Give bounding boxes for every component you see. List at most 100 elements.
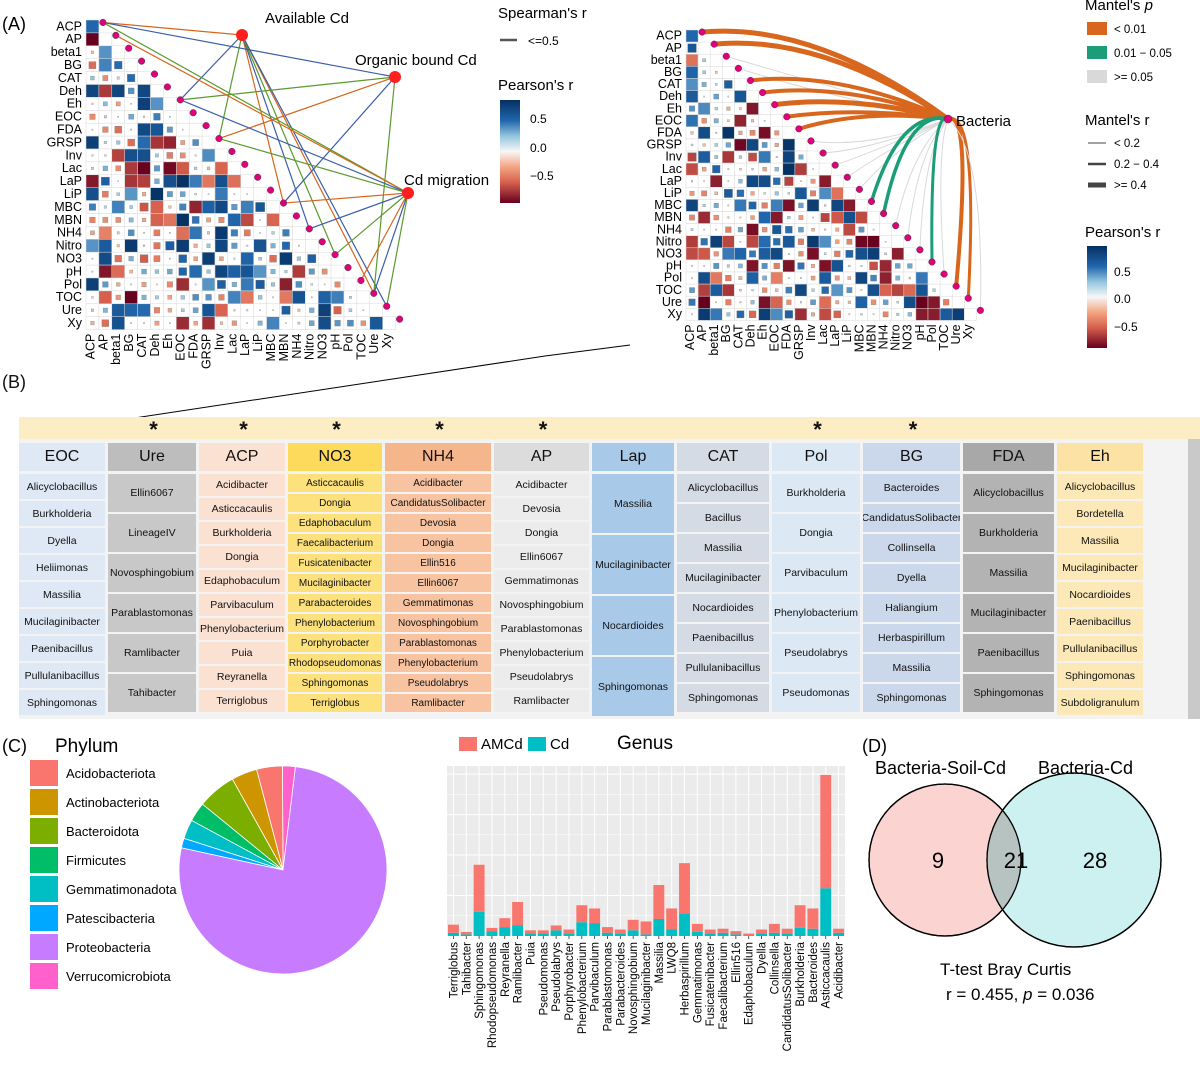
col-label: BG <box>719 324 733 342</box>
var-node <box>952 282 960 290</box>
genus-item: Pullulanibacillus <box>677 654 769 682</box>
row-label: beta1 <box>651 53 682 67</box>
pearson-legend-right: Pearson's r 0.5 0.0 −0.5 <box>1085 224 1160 348</box>
legend-amcd: AMCd <box>481 736 523 753</box>
bar-amcd <box>473 864 485 912</box>
var-node <box>880 210 888 218</box>
bar-amcd <box>794 905 806 928</box>
bar-cd <box>524 933 536 936</box>
node-bacteria: Bacteria <box>956 113 1012 130</box>
var-node <box>831 161 839 169</box>
var-node <box>928 258 936 266</box>
row-label: BG <box>664 65 682 79</box>
mantel-edge <box>180 99 409 194</box>
right-mantel-edges <box>701 28 982 311</box>
mantel-curve <box>713 40 950 122</box>
genus-item: Parablastomonas <box>385 634 491 652</box>
panel-b-right-strip <box>1188 439 1200 719</box>
bar-amcd <box>743 933 755 936</box>
bar-cd <box>781 933 793 936</box>
svg-text:<=0.5: <=0.5 <box>528 34 559 48</box>
bar-tick-label: Acidibacter <box>834 942 846 999</box>
bar-cd <box>679 913 690 936</box>
genus-item: Pullulanibacillus <box>19 663 105 688</box>
col-label: EOC <box>768 324 782 351</box>
column-header: Lap <box>592 443 674 471</box>
genus-item: Mucilaginibacter <box>288 574 382 592</box>
row-label: NH4 <box>57 226 82 240</box>
row-label: Inv <box>665 150 682 164</box>
bar-amcd <box>679 863 690 914</box>
genus-item: Dyella <box>863 564 960 592</box>
legend-label: Actinobacteriota <box>66 795 160 810</box>
mantel-edge <box>102 21 409 194</box>
bar-tick-label: Rhodopseudomonas <box>487 942 499 1048</box>
bar-amcd <box>704 929 716 934</box>
var-node <box>964 294 972 302</box>
genus-item: Edaphobaculum <box>288 514 382 532</box>
bar-cd <box>447 932 459 936</box>
bar-tick-label: Novosphingobium <box>628 942 640 1034</box>
genus-item: Alicyclobacillus <box>19 474 105 499</box>
bar-cd <box>743 935 755 936</box>
svg-text:0.5: 0.5 <box>1114 265 1131 279</box>
var-node <box>916 246 924 254</box>
bar-cd <box>730 934 742 936</box>
mantel-edge <box>283 192 409 204</box>
bar-tick-label: Porphyrobacter <box>564 942 576 1021</box>
test-label: T-test Bray Curtis <box>940 960 1071 979</box>
var-node <box>698 28 706 36</box>
genus-column-bg: BG Bacteroides CandidatusSolibacter Collins… <box>863 443 960 714</box>
col-label: beta1 <box>707 324 721 355</box>
genus-column-eh: Eh Alicyclobacillus Bordetella Massilia Muci… <box>1057 443 1143 717</box>
genus-item: Ramlibacter <box>108 634 196 672</box>
genus-item: Alicyclobacillus <box>963 474 1054 512</box>
mantel-edge <box>241 34 285 204</box>
genus-item: Ellin6067 <box>494 546 589 568</box>
col-label: MBC <box>852 324 866 352</box>
row-label: pH <box>66 264 82 278</box>
var-node <box>344 264 352 272</box>
bar-cd <box>537 933 549 936</box>
genus-item: Sphingomonas <box>288 674 382 692</box>
genus-item: Bacteroides <box>863 474 960 502</box>
var-node <box>734 64 742 72</box>
bar-tick-label: Parvibaculum <box>590 942 602 1012</box>
genus-item: Mucilaginibacter <box>1057 555 1143 580</box>
var-node <box>722 52 730 60</box>
bar-cd <box>691 931 703 936</box>
bar-tick-label: Phenylobacterium <box>577 942 589 1034</box>
bar-cd <box>820 888 832 936</box>
bar-amcd <box>524 930 536 934</box>
mantel-curve <box>947 118 982 311</box>
legend-label: Proteobacteria <box>66 940 151 955</box>
bar-cd <box>807 928 819 936</box>
legend-swatch <box>30 789 58 815</box>
genus-item: Paenibacillus <box>677 624 769 652</box>
bar-tick-label: Parabacteroides <box>615 942 627 1026</box>
mantel-curve <box>823 118 949 154</box>
col-label: Lac <box>816 324 830 344</box>
mantel-curve <box>774 99 949 122</box>
mantel-curve <box>930 116 949 262</box>
genus-item: Paenibacillus <box>19 636 105 661</box>
left-col-labels: ACPAPbeta1BGCATDehEhEOCFDAGRSPInvLacLaPL… <box>83 333 394 369</box>
col-label: TOC <box>354 334 368 360</box>
genus-item: Acidibacter <box>385 474 491 492</box>
row-label: beta1 <box>51 45 82 59</box>
genus-item: Ramlibacter <box>494 690 589 712</box>
genus-item: Parablastomonas <box>108 594 196 632</box>
column-header: CAT <box>677 443 769 471</box>
row-label: LiP <box>64 187 82 201</box>
genus-item: Parabacteroides <box>288 594 382 612</box>
svg-text:< 0.2: < 0.2 <box>1114 138 1140 150</box>
col-label: MBN <box>864 324 878 352</box>
var-node <box>292 212 300 220</box>
column-header: Pol <box>772 443 860 471</box>
var-node <box>855 185 863 193</box>
row-label: TOC <box>656 283 682 297</box>
row-label: Deh <box>659 89 682 103</box>
col-label: LiP <box>840 324 854 342</box>
row-label: AP <box>665 41 682 55</box>
bar-amcd <box>756 929 768 934</box>
